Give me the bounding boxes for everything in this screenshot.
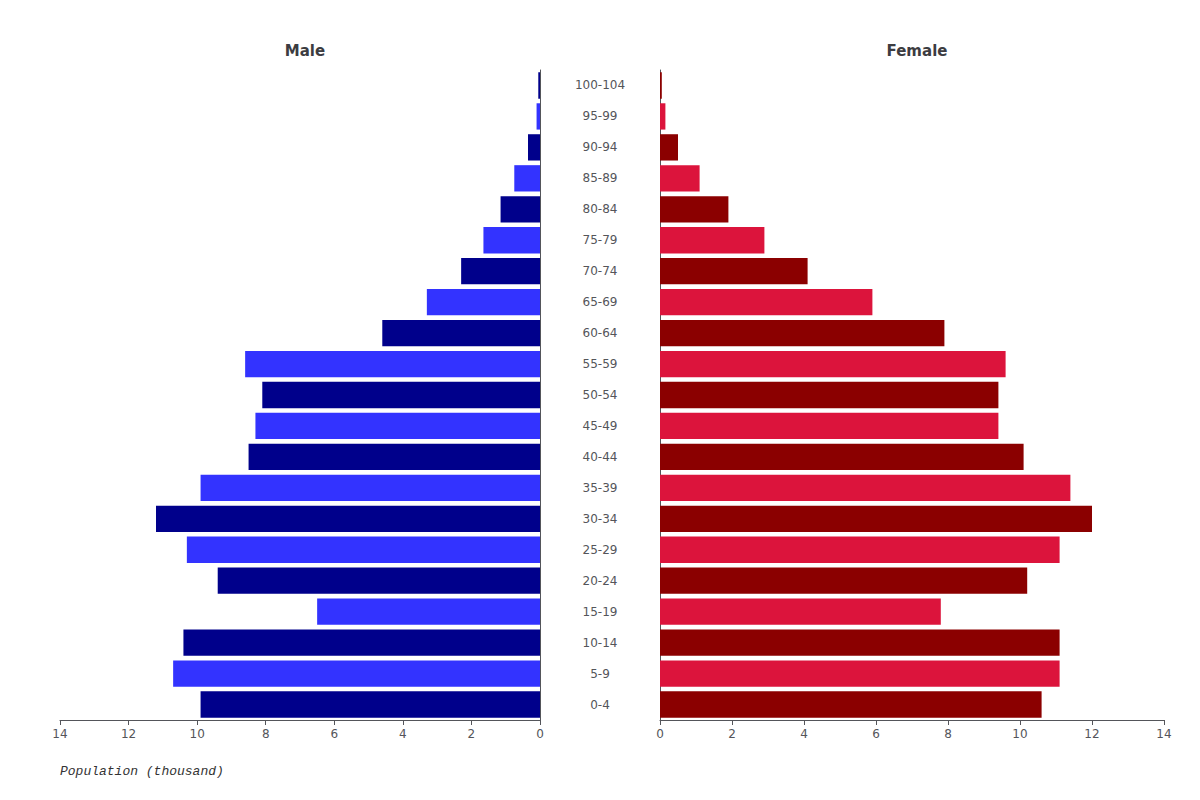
svg-text:30-34: 30-34 [583,512,618,526]
svg-text:10: 10 [1012,727,1027,741]
svg-text:50-54: 50-54 [583,388,618,402]
svg-text:5-9: 5-9 [590,667,610,681]
svg-text:6: 6 [330,727,338,741]
svg-text:55-59: 55-59 [583,357,618,371]
svg-text:8: 8 [262,727,270,741]
svg-text:75-79: 75-79 [583,233,618,247]
svg-text:2: 2 [468,727,476,741]
svg-text:65-69: 65-69 [583,295,618,309]
svg-text:Male: Male [285,42,325,60]
svg-text:10-14: 10-14 [583,636,618,650]
svg-text:12: 12 [121,727,136,741]
svg-text:85-89: 85-89 [583,171,618,185]
svg-text:10: 10 [190,727,205,741]
svg-text:Population (thousand): Population (thousand) [60,764,224,779]
svg-text:100-104: 100-104 [575,78,625,92]
svg-text:14: 14 [52,727,67,741]
svg-text:6: 6 [872,727,880,741]
svg-text:Female: Female [887,42,948,60]
svg-text:40-44: 40-44 [583,450,618,464]
svg-text:0: 0 [656,727,664,741]
svg-text:4: 4 [800,727,808,741]
svg-text:8: 8 [944,727,952,741]
svg-text:60-64: 60-64 [583,326,618,340]
svg-text:35-39: 35-39 [583,481,618,495]
svg-text:70-74: 70-74 [583,264,618,278]
svg-text:4: 4 [399,727,407,741]
svg-text:12: 12 [1084,727,1099,741]
svg-text:2: 2 [728,727,736,741]
svg-text:0: 0 [536,727,544,741]
svg-text:14: 14 [1156,727,1171,741]
svg-text:25-29: 25-29 [583,543,618,557]
svg-text:20-24: 20-24 [583,574,618,588]
svg-text:45-49: 45-49 [583,419,618,433]
svg-text:15-19: 15-19 [583,605,618,619]
svg-text:90-94: 90-94 [583,140,618,154]
svg-text:80-84: 80-84 [583,202,618,216]
svg-text:95-99: 95-99 [583,109,618,123]
svg-text:0-4: 0-4 [590,698,610,712]
